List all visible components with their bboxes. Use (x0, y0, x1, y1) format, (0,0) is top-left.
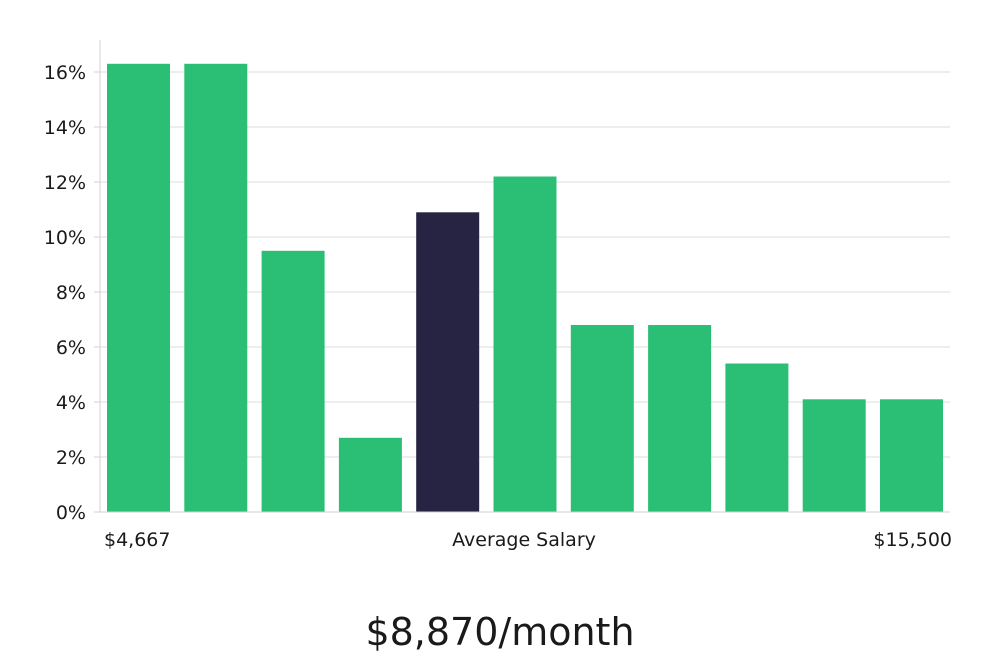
average-salary-value: $8,870/month (365, 610, 635, 654)
bar (880, 399, 943, 513)
y-tick-label: 16% (44, 62, 86, 84)
bar (570, 325, 634, 512)
bar-average-salary (416, 212, 480, 513)
x-axis-min-label: $4,667 (104, 529, 171, 551)
axes (94, 40, 950, 513)
y-tick-label: 8% (56, 282, 86, 304)
y-tick-label: 4% (56, 392, 86, 414)
bar (648, 325, 712, 512)
bars (107, 63, 943, 513)
salary-distribution-chart: 0% 2% 4% 6% 8% 10% 12% 14% 16% (44, 40, 950, 524)
x-axis-max-label: $15,500 (873, 529, 952, 551)
bar (261, 250, 325, 513)
bar (107, 63, 170, 513)
y-tick-label: 2% (56, 447, 86, 469)
bar (338, 437, 402, 513)
y-tick-labels: 0% 2% 4% 6% 8% 10% 12% 14% 16% (44, 62, 86, 524)
x-axis-center-label: Average Salary (452, 529, 596, 551)
y-tick-label: 10% (44, 227, 86, 249)
y-tick-label: 12% (44, 172, 86, 194)
bar (802, 399, 866, 513)
bar (493, 176, 557, 512)
y-tick-label: 14% (44, 117, 86, 139)
bar (184, 63, 248, 513)
bar (725, 363, 789, 512)
y-tick-label: 6% (56, 337, 86, 359)
y-tick-label: 0% (56, 502, 86, 524)
